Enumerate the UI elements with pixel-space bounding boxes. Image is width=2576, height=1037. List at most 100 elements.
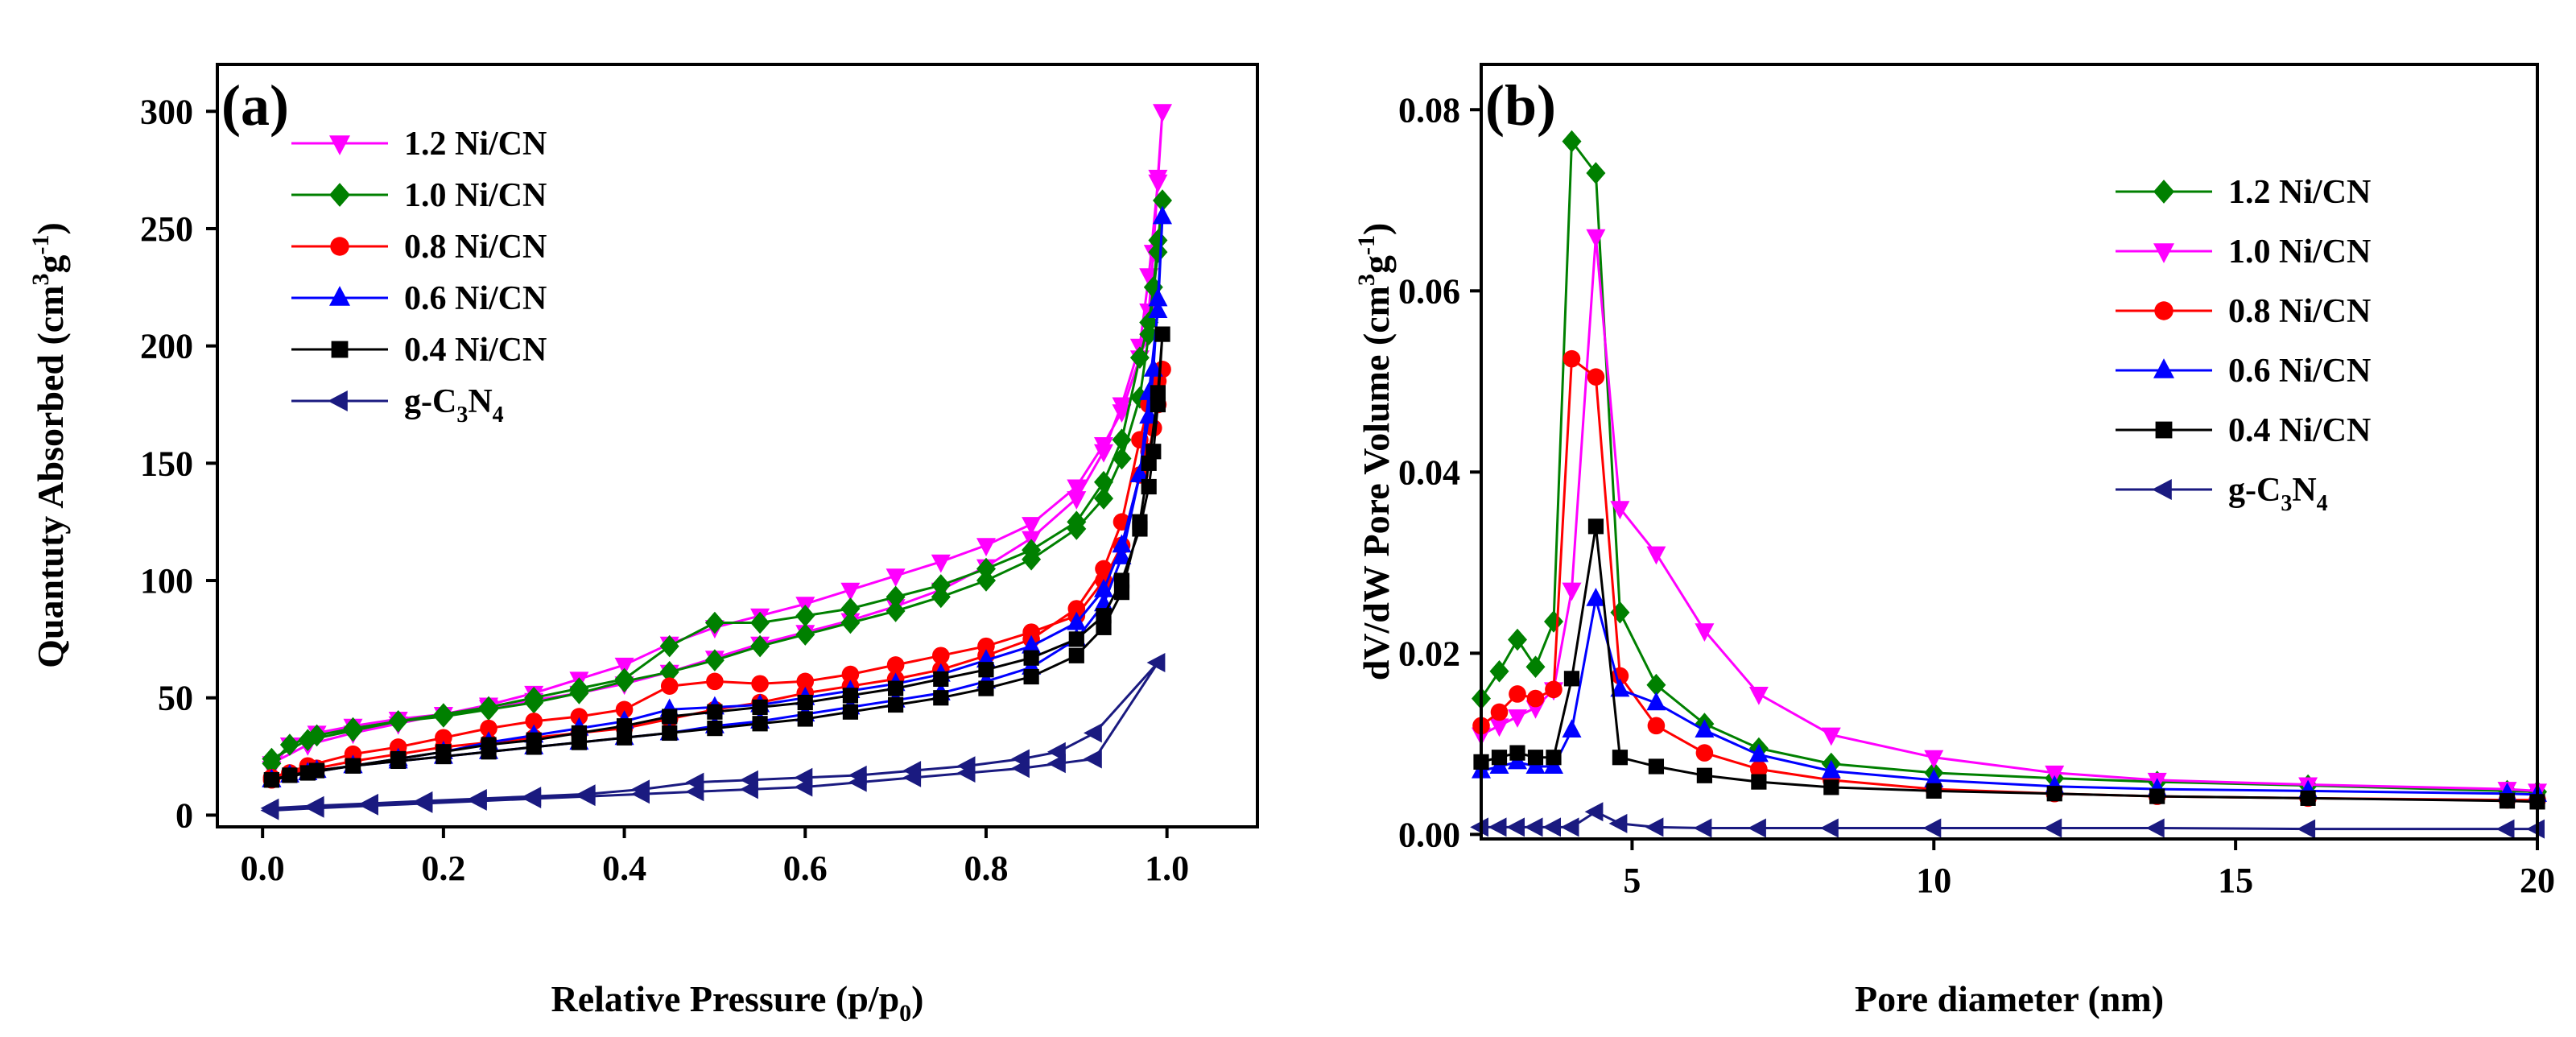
panel-a-label: (a) [221, 73, 289, 138]
panel-a-data-point [480, 719, 497, 737]
panel-a-data-point [888, 680, 904, 696]
panel-b-legend-item: 1.0 Ni/CN [2116, 233, 2371, 271]
panel-b-data-point [1748, 743, 1769, 762]
panel-b-data-point [1490, 703, 1509, 721]
panel-b-series [1470, 130, 2547, 839]
panel-b-legend-label: 1.0 Ni/CN [2228, 233, 2371, 271]
panel-b-data-point [1821, 727, 1841, 746]
panel-b-data-point [1489, 660, 1509, 683]
panel-a-data-point [795, 623, 815, 646]
panel-b-data-point [1508, 709, 1527, 728]
panel-a-y-tick-label: 300 [140, 92, 193, 131]
panel-b-data-point [1491, 750, 1508, 766]
panel-a-data-point [795, 605, 815, 627]
panel-a-data-point [1153, 189, 1172, 212]
panel-b-data-point [1695, 744, 1714, 762]
panel-b-y-tick-label: 0.04 [1398, 452, 1460, 492]
panel-a-data-point [706, 672, 724, 691]
panel-a-legend-item: 1.0 Ni/CN [291, 177, 547, 214]
panel-b-y-tick-label: 0.00 [1398, 815, 1460, 854]
panel-b-data-point [1525, 655, 1546, 678]
panel-b-data-point [2297, 819, 2316, 839]
panel-a-data-point [886, 656, 905, 674]
panel-b-data-point [1696, 767, 1712, 783]
panel-a-data-point [526, 732, 542, 748]
panel-b-legend-item: 0.8 Ni/CN [2116, 293, 2371, 330]
panel-a-series [260, 104, 1172, 820]
panel-a-data-point [1148, 287, 1168, 307]
panel-b-series-line [1480, 356, 2537, 802]
panel-b-legend: 1.2 Ni/CN 1.0 Ni/CN 0.8 Ni/CN 0.6 Ni/CN 0.4 … [2116, 174, 2371, 516]
panel-b-data-point [2045, 765, 2065, 784]
panel-a-frame [216, 63, 1259, 828]
panel-b-legend-item: 1.2 Ni/CN [2116, 174, 2371, 211]
panel-a-data-point [1148, 300, 1168, 318]
panel-a-legend-item: g-C3N4 [291, 383, 504, 428]
panel-b-series-1-0-ni-cn [1472, 229, 2547, 803]
panel-a-data-point [1094, 578, 1113, 597]
panel-b-y-tick-label: 0.08 [1398, 90, 1460, 130]
panel-a-data-point [1112, 428, 1132, 451]
panel-a-data-point [524, 686, 544, 709]
panel-a-data-point [1084, 749, 1102, 769]
panel-a-data-point [1143, 358, 1163, 377]
panel-a-ticks: 0.0 0.2 0.4 0.6 0.8 1.0 0 50 100 150 200 250 300 [140, 92, 1189, 888]
panel-a-data-point [796, 672, 815, 691]
panel-a-data-point [752, 699, 768, 715]
panel-a-series-1-0-ni-cn [262, 189, 1172, 775]
panel-a-data-point [840, 582, 861, 601]
panel-b-pore-size-chart: (b) 1.2 Ni/CN 1.0 Ni/CN 0.8 Ni/CN 0.6 Ni/CN… [1353, 63, 2555, 1019]
panel-a-data-point [570, 708, 588, 725]
panel-a-x-tick-label: 0.4 [602, 849, 646, 888]
panel-a-x-tick-label: 0.8 [964, 849, 1008, 888]
panel-a-legend-label: 0.6 Ni/CN [404, 280, 547, 317]
panel-b-legend-marker [2153, 180, 2174, 204]
panel-b-x-tick-label: 15 [2218, 861, 2253, 900]
panel-a-y-tick-label: 0 [175, 795, 193, 835]
panel-b-data-point [1506, 817, 1525, 837]
panel-a-data-point [1154, 326, 1170, 342]
panel-a-data-point [750, 634, 770, 658]
panel-a-data-point [1113, 572, 1130, 589]
panel-a-data-point [260, 798, 279, 818]
panel-a-data-point [978, 680, 994, 696]
panel-a-legend-marker [328, 390, 348, 411]
panel-a-data-point [1068, 647, 1084, 663]
panel-a-y-tick-label: 200 [140, 327, 193, 366]
panel-b-series-0-8-ni-cn [1472, 349, 2546, 809]
panel-a-data-point [794, 767, 813, 787]
panel-a-data-point [299, 765, 316, 781]
panel-a-x-tick-label: 0.6 [783, 849, 828, 888]
panel-a-data-point [1129, 346, 1150, 369]
panel-a-data-point [262, 747, 282, 771]
panel-a-data-point [1112, 546, 1132, 564]
panel-a-data-point [1067, 611, 1087, 630]
panel-a-x-tick-label: 0.2 [421, 849, 465, 888]
panel-a-data-point [751, 675, 769, 693]
panel-b-data-point [2046, 786, 2062, 802]
panel-a-data-point [1022, 623, 1040, 641]
panel-b-data-point [1648, 758, 1665, 775]
panel-a-data-point [1023, 668, 1039, 685]
panel-a-data-point [740, 770, 758, 790]
panel-a-data-point [481, 737, 497, 753]
panel-a-legend-item: 1.2 Ni/CN [291, 126, 547, 163]
panel-a-series-0-6-ni-cn [262, 205, 1172, 787]
panel-b-legend-item: 0.4 Ni/CN [2116, 412, 2371, 449]
panel-a-x-tick-label: 0.0 [241, 849, 285, 888]
panel-b-data-point [1823, 779, 1839, 795]
panel-a-data-point [571, 725, 587, 742]
panel-a-y-tick-label: 100 [140, 561, 193, 601]
panel-a-data-point [1094, 470, 1113, 494]
panel-b-data-point [2496, 819, 2515, 839]
panel-a-data-point [569, 677, 589, 700]
panel-a-data-point [433, 703, 453, 725]
panel-b-y-tick-label: 0.06 [1398, 271, 1460, 311]
panel-a-series-0-4-ni-cn [263, 326, 1170, 788]
panel-b-data-point [2499, 793, 2516, 809]
panel-b-data-point [1562, 130, 1582, 153]
panel-a-data-point [976, 557, 996, 580]
panel-b-data-point [2043, 818, 2062, 838]
panel-b-y-axis-title: dV/dW Pore Volume (cm3g-1) [1353, 223, 1397, 681]
panel-b-data-point [1470, 817, 1488, 837]
